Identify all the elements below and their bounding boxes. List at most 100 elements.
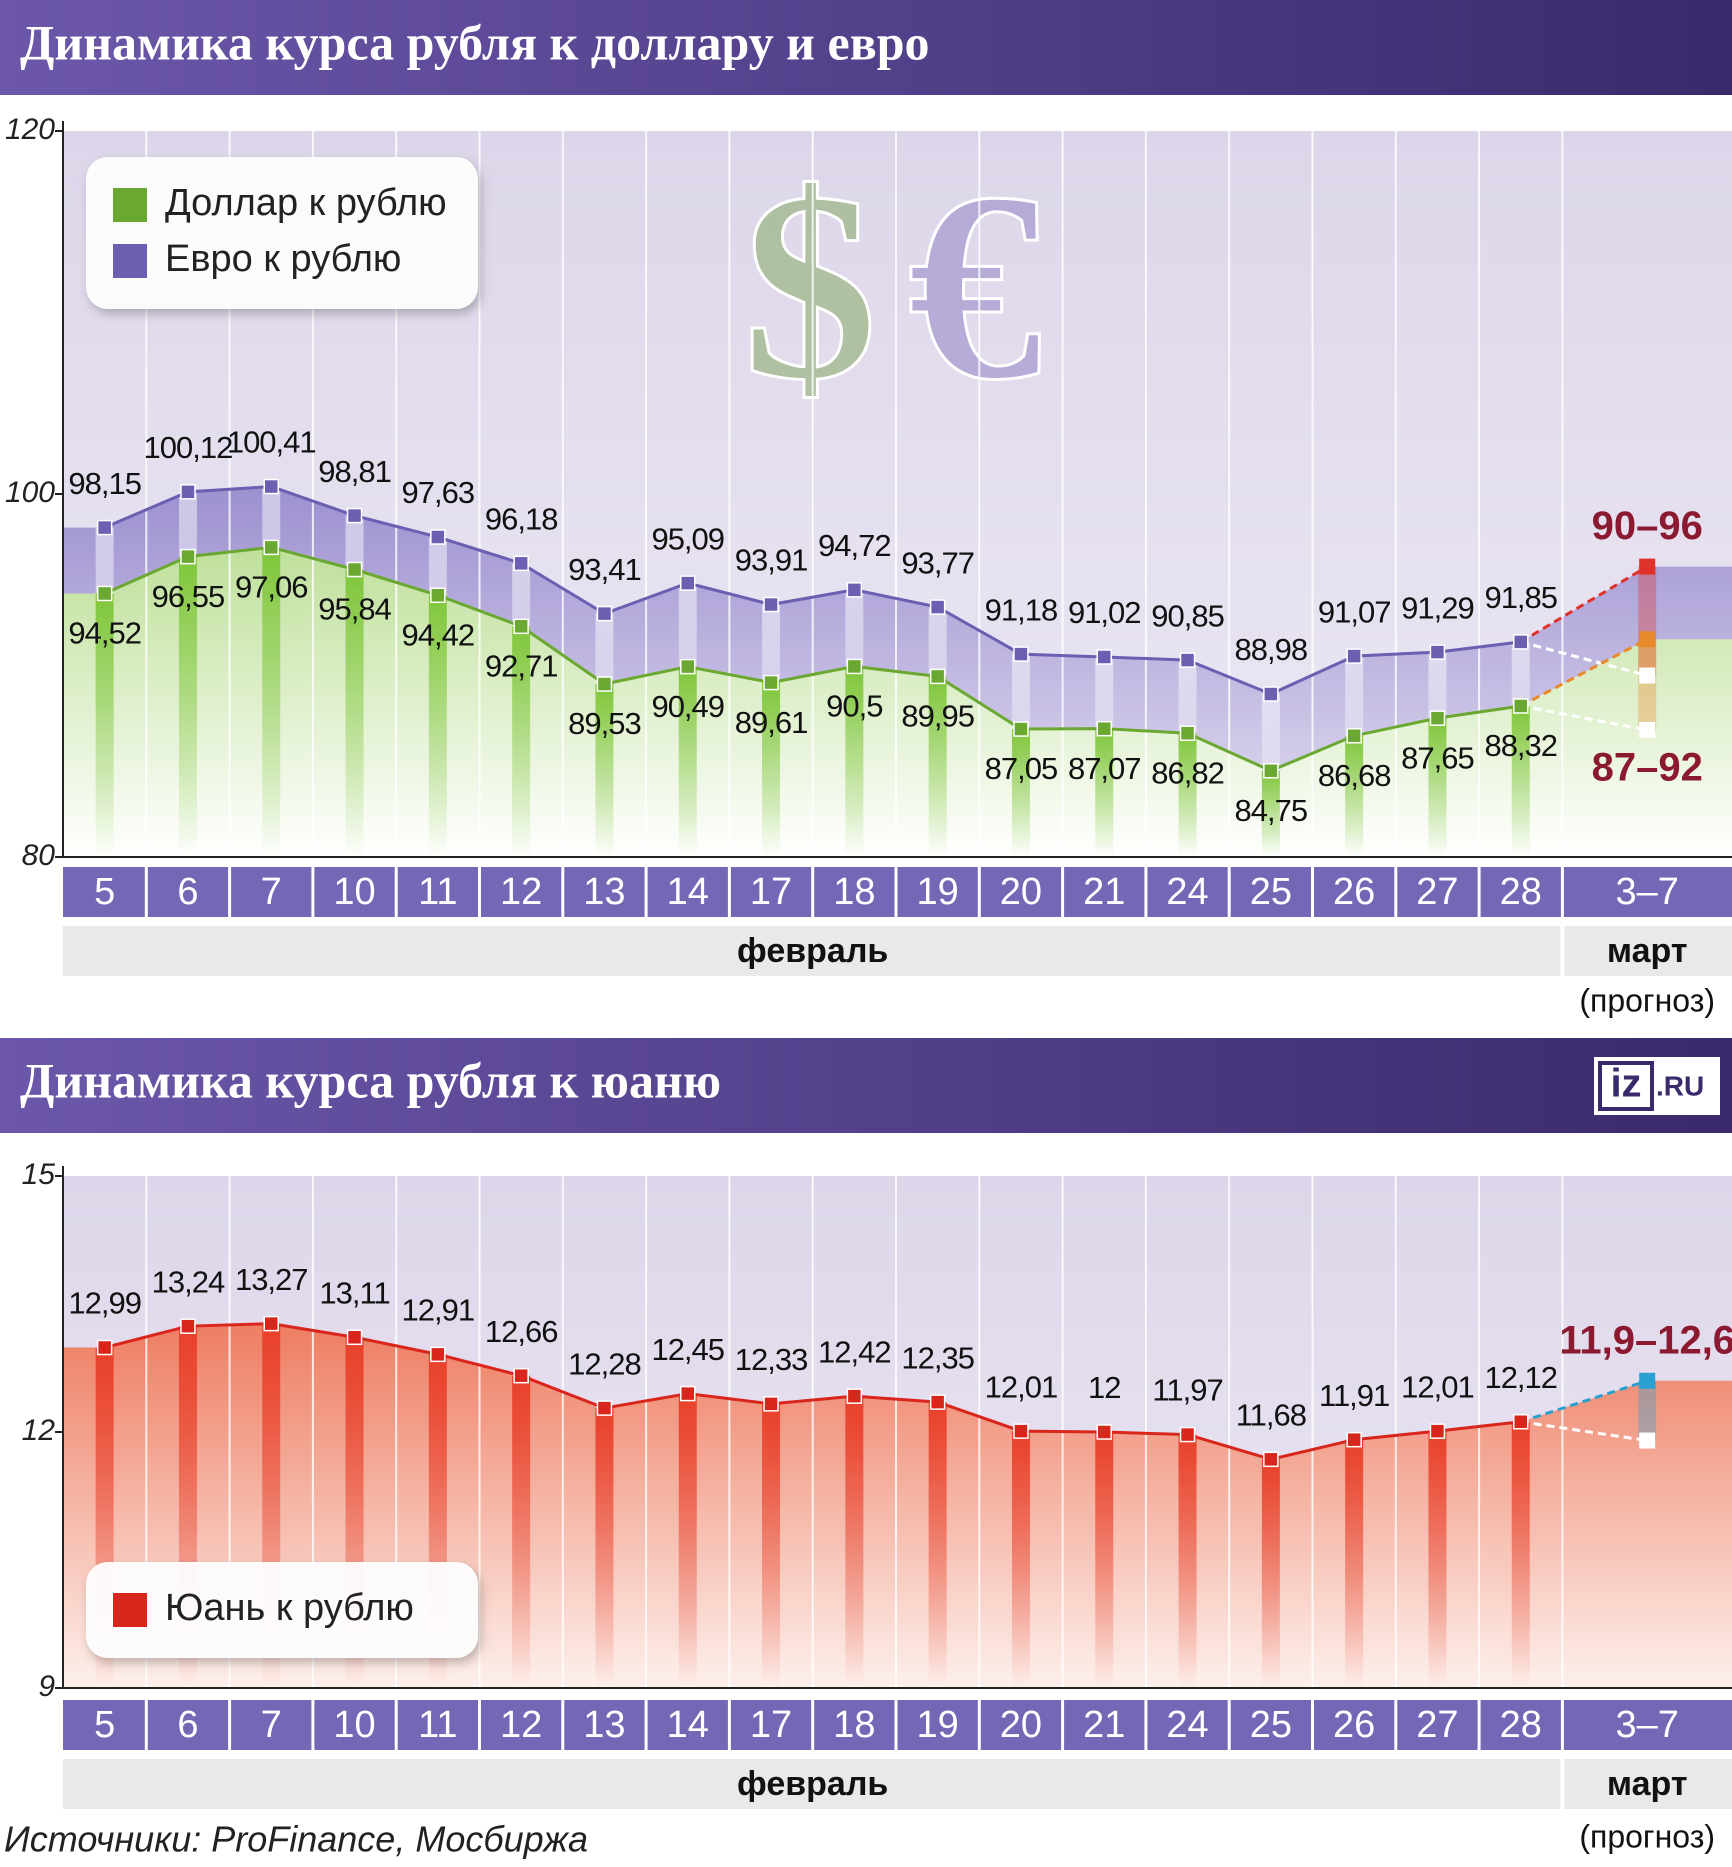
value-label: 13,11 xyxy=(319,1275,389,1310)
x-tick-label: 25 xyxy=(1250,1704,1292,1746)
value-column xyxy=(1345,1439,1364,1688)
value-label: 12,28 xyxy=(568,1346,641,1381)
forecast-line xyxy=(1520,704,1648,732)
value-column xyxy=(1178,733,1197,857)
marker xyxy=(680,575,696,591)
series-line xyxy=(104,1322,1521,1461)
x-tick-label: 10 xyxy=(333,871,375,913)
x-tick-label: 27 xyxy=(1416,1704,1458,1746)
legend-label: Доллар к рублю xyxy=(165,182,447,224)
value-label: 90,49 xyxy=(651,689,724,724)
value-label: 97,06 xyxy=(235,570,308,605)
series-line xyxy=(104,485,1521,696)
x-tick-label: 12 xyxy=(500,1704,542,1746)
value-column xyxy=(428,595,447,857)
marker xyxy=(596,1400,613,1416)
x-tick-label: 14 xyxy=(667,871,709,913)
marker xyxy=(1013,721,1029,737)
forecast-column xyxy=(1638,1380,1657,1441)
value-label: 87,65 xyxy=(1401,740,1474,775)
value-column xyxy=(345,569,364,857)
currency-symbol: € xyxy=(908,137,1043,436)
value-label: 96,55 xyxy=(152,579,225,614)
value-label: 12,01 xyxy=(1401,1369,1474,1404)
value-label: 89,53 xyxy=(568,706,641,741)
marker xyxy=(1263,686,1279,702)
value-label: 94,72 xyxy=(818,528,891,563)
marker xyxy=(1096,1424,1112,1440)
value-label: 94,52 xyxy=(68,616,141,651)
value-label: 12,99 xyxy=(68,1286,141,1321)
legend: Юань к рублю xyxy=(86,1562,478,1658)
forecast-marker xyxy=(1639,631,1656,648)
x-tick-label: 28 xyxy=(1500,871,1542,913)
month-label: март xyxy=(1607,1765,1688,1803)
x-tick-label: 18 xyxy=(833,871,875,913)
value-column xyxy=(1095,1432,1114,1688)
legend: Доллар к рублю Евро к рублю xyxy=(86,157,478,309)
marker xyxy=(513,1367,529,1384)
forecast-marker xyxy=(1639,667,1656,684)
value-label: 93,77 xyxy=(901,545,974,580)
x-tick-label: 19 xyxy=(917,871,959,913)
value-label: 92,71 xyxy=(485,649,558,684)
x-tick-label: 26 xyxy=(1333,1704,1375,1746)
marker xyxy=(763,596,779,613)
x-tick-label: 7 xyxy=(261,1704,282,1746)
value-label: 12,33 xyxy=(735,1342,808,1377)
x-tick-label: 3–7 xyxy=(1615,871,1678,913)
value-label: 11,91 xyxy=(1319,1378,1389,1413)
value-column xyxy=(762,682,781,857)
marker xyxy=(1429,644,1446,660)
legend-box xyxy=(86,157,478,309)
value-label: 91,07 xyxy=(1318,594,1391,629)
value-label: 87,05 xyxy=(985,751,1058,786)
chart-title: Динамика курса рубля к доллару и евро xyxy=(20,14,930,70)
x-tick-label: 5 xyxy=(94,1704,115,1746)
x-tick-label: 3–7 xyxy=(1615,1704,1678,1746)
marker xyxy=(1179,652,1196,668)
value-label: 98,15 xyxy=(68,466,141,501)
x-tick-label: 17 xyxy=(750,871,792,913)
marker xyxy=(263,539,279,556)
month-band xyxy=(63,926,1561,976)
marker xyxy=(1013,646,1029,662)
x-tick-label: 21 xyxy=(1083,1704,1125,1746)
value-column xyxy=(178,556,197,857)
legend-box xyxy=(86,1562,478,1658)
value-label: 100,12 xyxy=(144,430,233,465)
value-label: 12,01 xyxy=(985,1369,1058,1404)
value-label: 84,75 xyxy=(1235,793,1308,828)
series-line xyxy=(104,545,1521,773)
value-label: 13,24 xyxy=(152,1264,225,1299)
value-column xyxy=(512,626,531,857)
marker xyxy=(1179,1426,1196,1443)
forecast-label: 87–92 xyxy=(1592,746,1703,790)
value-column xyxy=(1261,770,1280,857)
value-column xyxy=(1511,1421,1530,1688)
value-label: 89,61 xyxy=(735,705,808,740)
value-column xyxy=(262,547,281,857)
value-label: 86,82 xyxy=(1151,755,1224,790)
x-tick-label: 24 xyxy=(1166,1704,1208,1746)
x-tick-label: 25 xyxy=(1250,871,1292,913)
month-label: февраль xyxy=(737,1765,888,1803)
marker xyxy=(929,1394,946,1410)
y-tick-label: 100 xyxy=(5,476,55,509)
value-column xyxy=(1428,1431,1447,1688)
month-band xyxy=(63,1759,1561,1809)
marker xyxy=(1263,763,1279,779)
legend-swatch xyxy=(113,188,147,222)
x-tick-label: 26 xyxy=(1333,871,1375,913)
value-column xyxy=(1011,1431,1030,1688)
month-band xyxy=(1564,1759,1732,1809)
forecast-label: 90–96 xyxy=(1592,504,1703,548)
x-tick-label: 20 xyxy=(1000,1704,1042,1746)
value-label: 11,97 xyxy=(1152,1373,1222,1408)
marker xyxy=(929,599,946,615)
y-tick-label: 12 xyxy=(22,1414,56,1447)
marker xyxy=(929,668,946,685)
marker xyxy=(846,658,863,675)
value-column xyxy=(678,1393,697,1688)
marker xyxy=(846,582,863,598)
